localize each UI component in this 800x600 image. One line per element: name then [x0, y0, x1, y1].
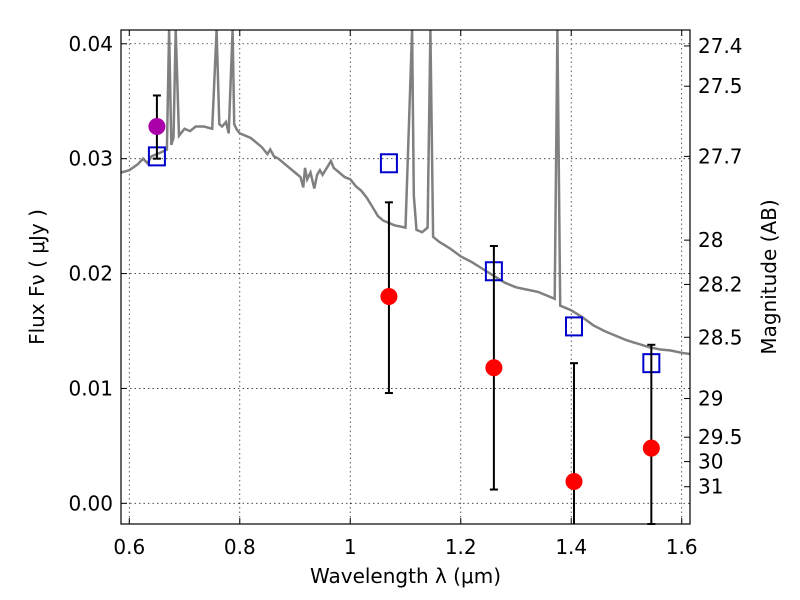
right-tick-label: 30 — [698, 450, 723, 474]
right-tick-label: 28 — [698, 228, 723, 252]
right-tick-label: 27.5 — [698, 74, 743, 98]
x-tick-label: 0.8 — [224, 535, 256, 559]
x-tick-label: 1 — [344, 535, 357, 559]
grid-lines — [121, 30, 690, 524]
right-tick-label: 28.2 — [698, 272, 743, 296]
right-tick-label: 27.7 — [698, 144, 743, 168]
y-tick-label: 0.02 — [68, 262, 113, 286]
data-points — [147, 94, 661, 525]
observed-flux-point — [380, 288, 398, 306]
x-axis-label: Wavelength λ (μm) — [310, 564, 501, 588]
right-tick-label: 29.5 — [698, 425, 743, 449]
model-spectrum — [121, 30, 690, 356]
right-tick-label: 31 — [698, 475, 723, 499]
x-tick-label: 1.6 — [666, 535, 698, 559]
right-axis-label: Magnitude (AB) — [757, 199, 781, 354]
model-spectrum-line — [121, 30, 690, 356]
x-tick-label: 1.4 — [555, 535, 587, 559]
plot-frame — [120, 29, 691, 525]
y-axis-label: Flux Fν ( μJy ) — [25, 209, 49, 345]
observed-flux-point — [565, 472, 583, 490]
y-tick-label: 0.00 — [68, 491, 113, 515]
y-tick-label: 0.01 — [68, 376, 113, 400]
right-tick-label: 27.4 — [698, 34, 743, 58]
x-tick-label: 1.2 — [445, 535, 477, 559]
y-tick-label: 0.04 — [68, 32, 113, 56]
model-photometry-square — [564, 316, 583, 337]
right-tick-label: 28.5 — [698, 325, 743, 349]
model-photometry-square — [379, 153, 398, 174]
x-tick-label: 0.6 — [113, 535, 145, 559]
axis-ticks: 0.6 0.8 1 1.2 1.4 1.6 0.00 0.01 0.02 0.03 0.04 27.4… — [68, 30, 743, 559]
right-tick-label: 29 — [698, 387, 723, 411]
observed-flux-point — [642, 439, 660, 457]
observed-flux-point — [485, 359, 503, 377]
observed-flux-point — [148, 118, 166, 136]
y-tick-label: 0.03 — [68, 147, 113, 171]
